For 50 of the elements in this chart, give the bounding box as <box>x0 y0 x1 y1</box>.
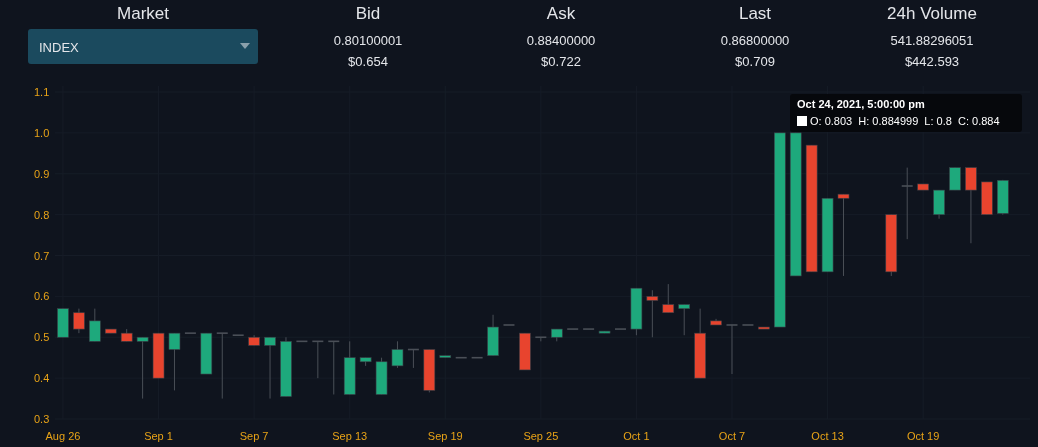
y-tick-label: 0.5 <box>34 331 50 344</box>
x-tick-label: Sep 7 <box>239 430 269 442</box>
candlestick <box>73 308 85 334</box>
candlestick <box>391 340 404 369</box>
y-tick-label: 0.4 <box>34 372 50 385</box>
annotation: O: 0.803 H: 0.884999 L: 0.8 C: 0.884 <box>810 115 1000 127</box>
text: Ask <box>546 4 576 23</box>
y-tick-label: 0.7 <box>34 249 50 262</box>
x-tick-label: Oct 13 <box>811 430 844 442</box>
x-tick-label: Sep 1 <box>144 430 173 442</box>
text: INDEX <box>39 39 80 55</box>
text: Market <box>117 4 170 23</box>
x-tick-label: Oct 1 <box>623 430 650 442</box>
text: 0.86800000 <box>720 33 790 48</box>
candlestick <box>949 167 961 191</box>
text: Bid <box>355 4 381 23</box>
candlestick <box>662 283 675 314</box>
text: 24h Volume <box>887 4 977 23</box>
text: 541.88296051 <box>890 33 974 48</box>
y-tick-label: 1.1 <box>34 86 50 98</box>
candlestick <box>136 336 149 400</box>
candlestick <box>168 332 181 391</box>
y-tick-label: 1.0 <box>34 126 50 139</box>
x-tick-label: Oct 19 <box>906 430 940 442</box>
x-tick-label: Aug 26 <box>45 430 81 442</box>
candlestick <box>215 332 229 400</box>
candlestick <box>900 167 914 240</box>
y-tick-label: 0.6 <box>34 290 50 303</box>
candlestick <box>725 324 739 375</box>
y-tick-label: 0.9 <box>34 167 50 180</box>
candlestick <box>89 308 101 342</box>
candlestick <box>678 304 690 336</box>
text: $0.722 <box>541 54 581 69</box>
text: Last <box>738 4 772 23</box>
text: $0.654 <box>348 54 388 69</box>
x-tick-label: Sep 25 <box>523 430 559 442</box>
annotation: Oct 24, 2021, 5:00:00 pm <box>797 98 926 110</box>
text: 0.80100001 <box>333 33 403 48</box>
candlestick <box>264 336 276 400</box>
text: $442.593 <box>904 54 960 69</box>
text: 0.88400000 <box>526 33 596 48</box>
candlestick <box>837 193 850 277</box>
y-tick-label: 0.8 <box>34 208 50 221</box>
x-tick-label: Oct 7 <box>718 430 746 442</box>
y-tick-label: 0.3 <box>34 413 50 425</box>
x-tick-label: Sep 19 <box>427 430 463 442</box>
candlestick <box>646 289 659 338</box>
text: $0.709 <box>735 54 775 69</box>
x-tick-label: Sep 13 <box>332 430 368 442</box>
candlestick <box>965 167 977 244</box>
